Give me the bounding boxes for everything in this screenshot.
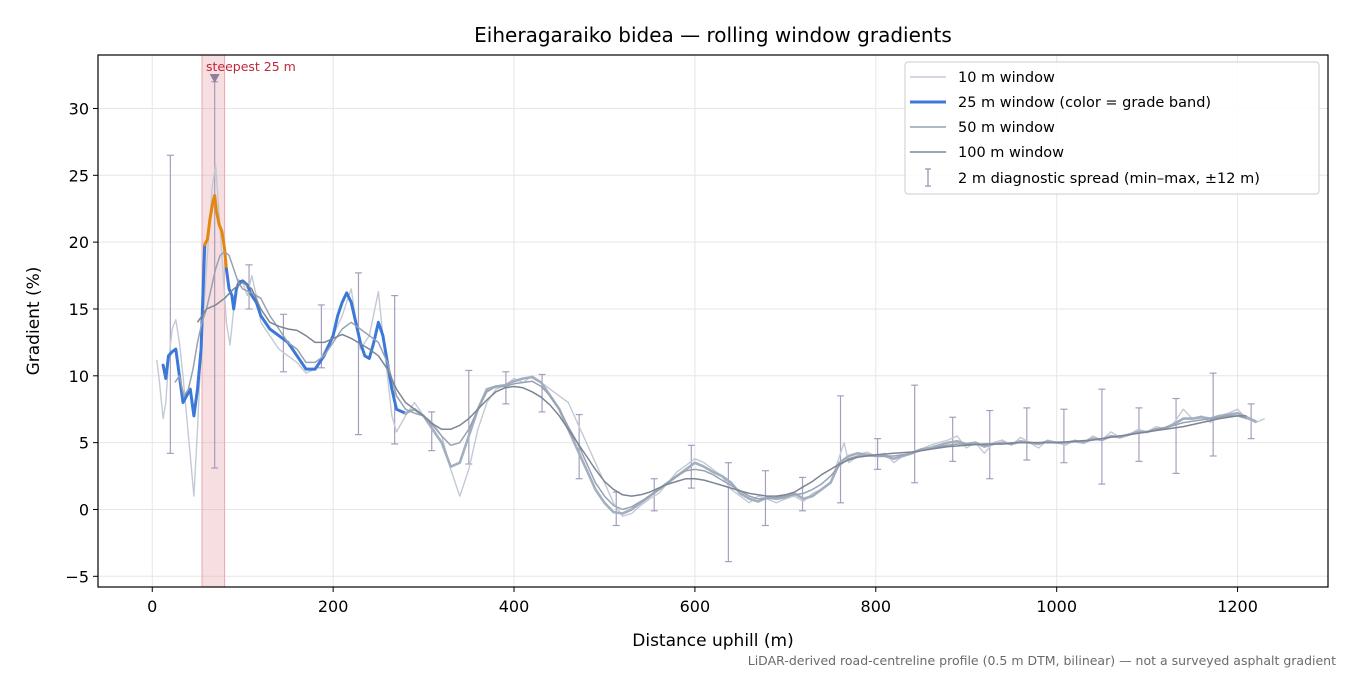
errorbar — [391, 295, 399, 445]
legend-box — [904, 61, 1320, 195]
chart-title: Eiheragaraiko bidea — rolling window gra… — [474, 23, 952, 47]
y-tick-label: 15 — [69, 300, 89, 319]
errorbar — [279, 313, 287, 373]
errorbar — [1135, 407, 1143, 462]
errorbar — [428, 411, 436, 452]
errorbar — [1060, 408, 1068, 464]
y-tick-label: 0 — [79, 500, 89, 519]
legend-label-100m: 100 m window — [958, 145, 1064, 161]
line-25m-window-segment — [224, 267, 407, 415]
legend-label-50m: 50 m window — [958, 120, 1055, 136]
line-25m-window-segment — [161, 243, 207, 418]
steep-highlight — [201, 54, 226, 588]
errorbar — [949, 416, 957, 462]
plot-frame — [97, 54, 1329, 588]
x-axis-label: Distance uphill (m) — [632, 631, 793, 651]
errorbar — [465, 369, 473, 465]
x-tick-label: 1000 — [1036, 597, 1077, 616]
x-tick-label: 1200 — [1217, 597, 1258, 616]
y-tick-label: 20 — [69, 233, 89, 252]
y-tick-label: 25 — [69, 166, 89, 185]
legend: 10 m window 25 m window (color = grade b… — [904, 61, 1320, 195]
grid — [98, 55, 1328, 587]
steep-highlight-band — [201, 54, 226, 588]
y-tick-label: −5 — [65, 567, 89, 586]
errorbar — [1098, 388, 1106, 485]
errorbar — [837, 395, 845, 504]
x-tick-label: 600 — [680, 597, 711, 616]
errorbar — [354, 272, 362, 436]
legend-label-25m: 25 m window (color = grade band) — [958, 95, 1211, 111]
errorbar — [166, 154, 174, 454]
errorbar — [911, 384, 919, 484]
line-100m-window — [196, 281, 1247, 497]
axis-ticks: 0 200 400 600 800 1000 1200 −5 0 5 10 15 20 25 30 — [65, 99, 1258, 616]
y-tick-label: 10 — [69, 367, 89, 386]
steepest-label: steepest 25 m — [206, 59, 296, 74]
steep-marker-group: steepest 25 m — [206, 59, 296, 84]
errorbar — [1209, 372, 1217, 457]
y-tick-label: 30 — [69, 99, 89, 118]
x-tick-label: 200 — [318, 597, 349, 616]
x-tick-label: 800 — [861, 597, 892, 616]
line-series — [156, 163, 1265, 517]
errorbar — [538, 373, 546, 413]
footnote: LiDAR-derived road-centreline profile (0… — [748, 653, 1336, 668]
line-25m-window-segment — [203, 193, 228, 271]
y-axis-label: Gradient (%) — [24, 267, 44, 376]
errorbar — [1023, 407, 1031, 461]
x-tick-label: 400 — [499, 597, 530, 616]
errorbar — [650, 478, 658, 512]
steepest-marker — [209, 74, 220, 84]
legend-label-errorbar: 2 m diagnostic spread (min–max, ±12 m) — [958, 171, 1260, 187]
y-tick-label: 5 — [79, 434, 89, 453]
x-tick-label: 0 — [147, 597, 157, 616]
legend-swatch-errorbar — [925, 168, 931, 187]
errorbar — [1172, 397, 1180, 474]
legend-label-10m: 10 m window — [958, 70, 1055, 86]
